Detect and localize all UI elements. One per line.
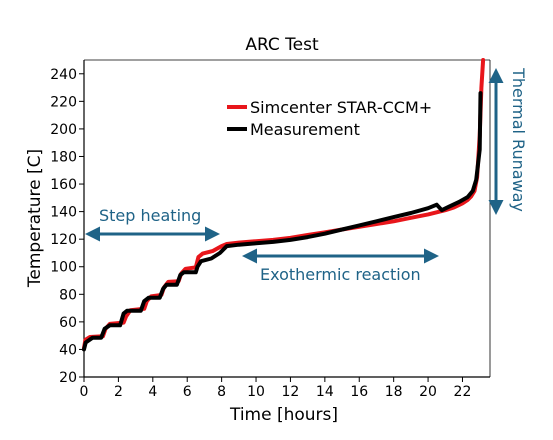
x-tick-label: 14: [316, 384, 334, 400]
chart-title: ARC Test: [245, 35, 319, 55]
legend-label-simcenter: Simcenter STAR-CCM+: [250, 98, 432, 117]
x-tick-label: 2: [114, 384, 123, 400]
legend: Simcenter STAR-CCM+ Measurement: [222, 92, 432, 144]
x-tick-label: 4: [148, 384, 157, 400]
y-tick-label: 60: [59, 315, 77, 331]
x-tick-label: 0: [80, 384, 89, 400]
annotations: Step heating Exothermic reaction Thermal…: [85, 67, 528, 284]
x-tick-label: 18: [385, 384, 403, 400]
x-axis-label: Time [hours]: [229, 405, 338, 425]
x-tick-label: 20: [419, 384, 437, 400]
series-line-measurement: [82, 91, 483, 352]
y-ticks: 20 40 60 80 100 120 140 160 180 200 220 240: [50, 67, 84, 386]
x-tick-label: 16: [350, 384, 368, 400]
y-tick-label: 100: [50, 260, 77, 276]
legend-background: [222, 92, 392, 144]
x-tick-label: 12: [282, 384, 300, 400]
x-ticks: 0 2 4 6 8 10 12 14 16 18 20 22: [80, 377, 472, 400]
x-tick-label: 22: [454, 384, 472, 400]
y-tick-label: 20: [59, 370, 77, 386]
y-tick-label: 220: [50, 94, 77, 110]
y-tick-label: 180: [50, 149, 77, 165]
y-tick-label: 40: [59, 342, 77, 358]
y-tick-label: 200: [50, 122, 77, 138]
y-tick-label: 160: [50, 177, 77, 193]
legend-label-measurement: Measurement: [250, 120, 360, 139]
x-tick-label: 10: [247, 384, 265, 400]
x-tick-label: 8: [217, 384, 226, 400]
y-tick-label: 80: [59, 287, 77, 303]
x-tick-label: 6: [183, 384, 192, 400]
y-tick-label: 140: [50, 205, 77, 221]
y-axis-label: Temperature [C]: [25, 149, 45, 288]
annotation-exothermic-reaction: Exothermic reaction: [260, 265, 421, 284]
y-tick-label: 240: [50, 67, 77, 83]
annotation-thermal-runaway: Thermal Runaway: [509, 67, 528, 212]
y-tick-label: 120: [50, 232, 77, 248]
annotation-step-heating: Step heating: [99, 206, 201, 225]
series-layer: [82, 58, 486, 352]
